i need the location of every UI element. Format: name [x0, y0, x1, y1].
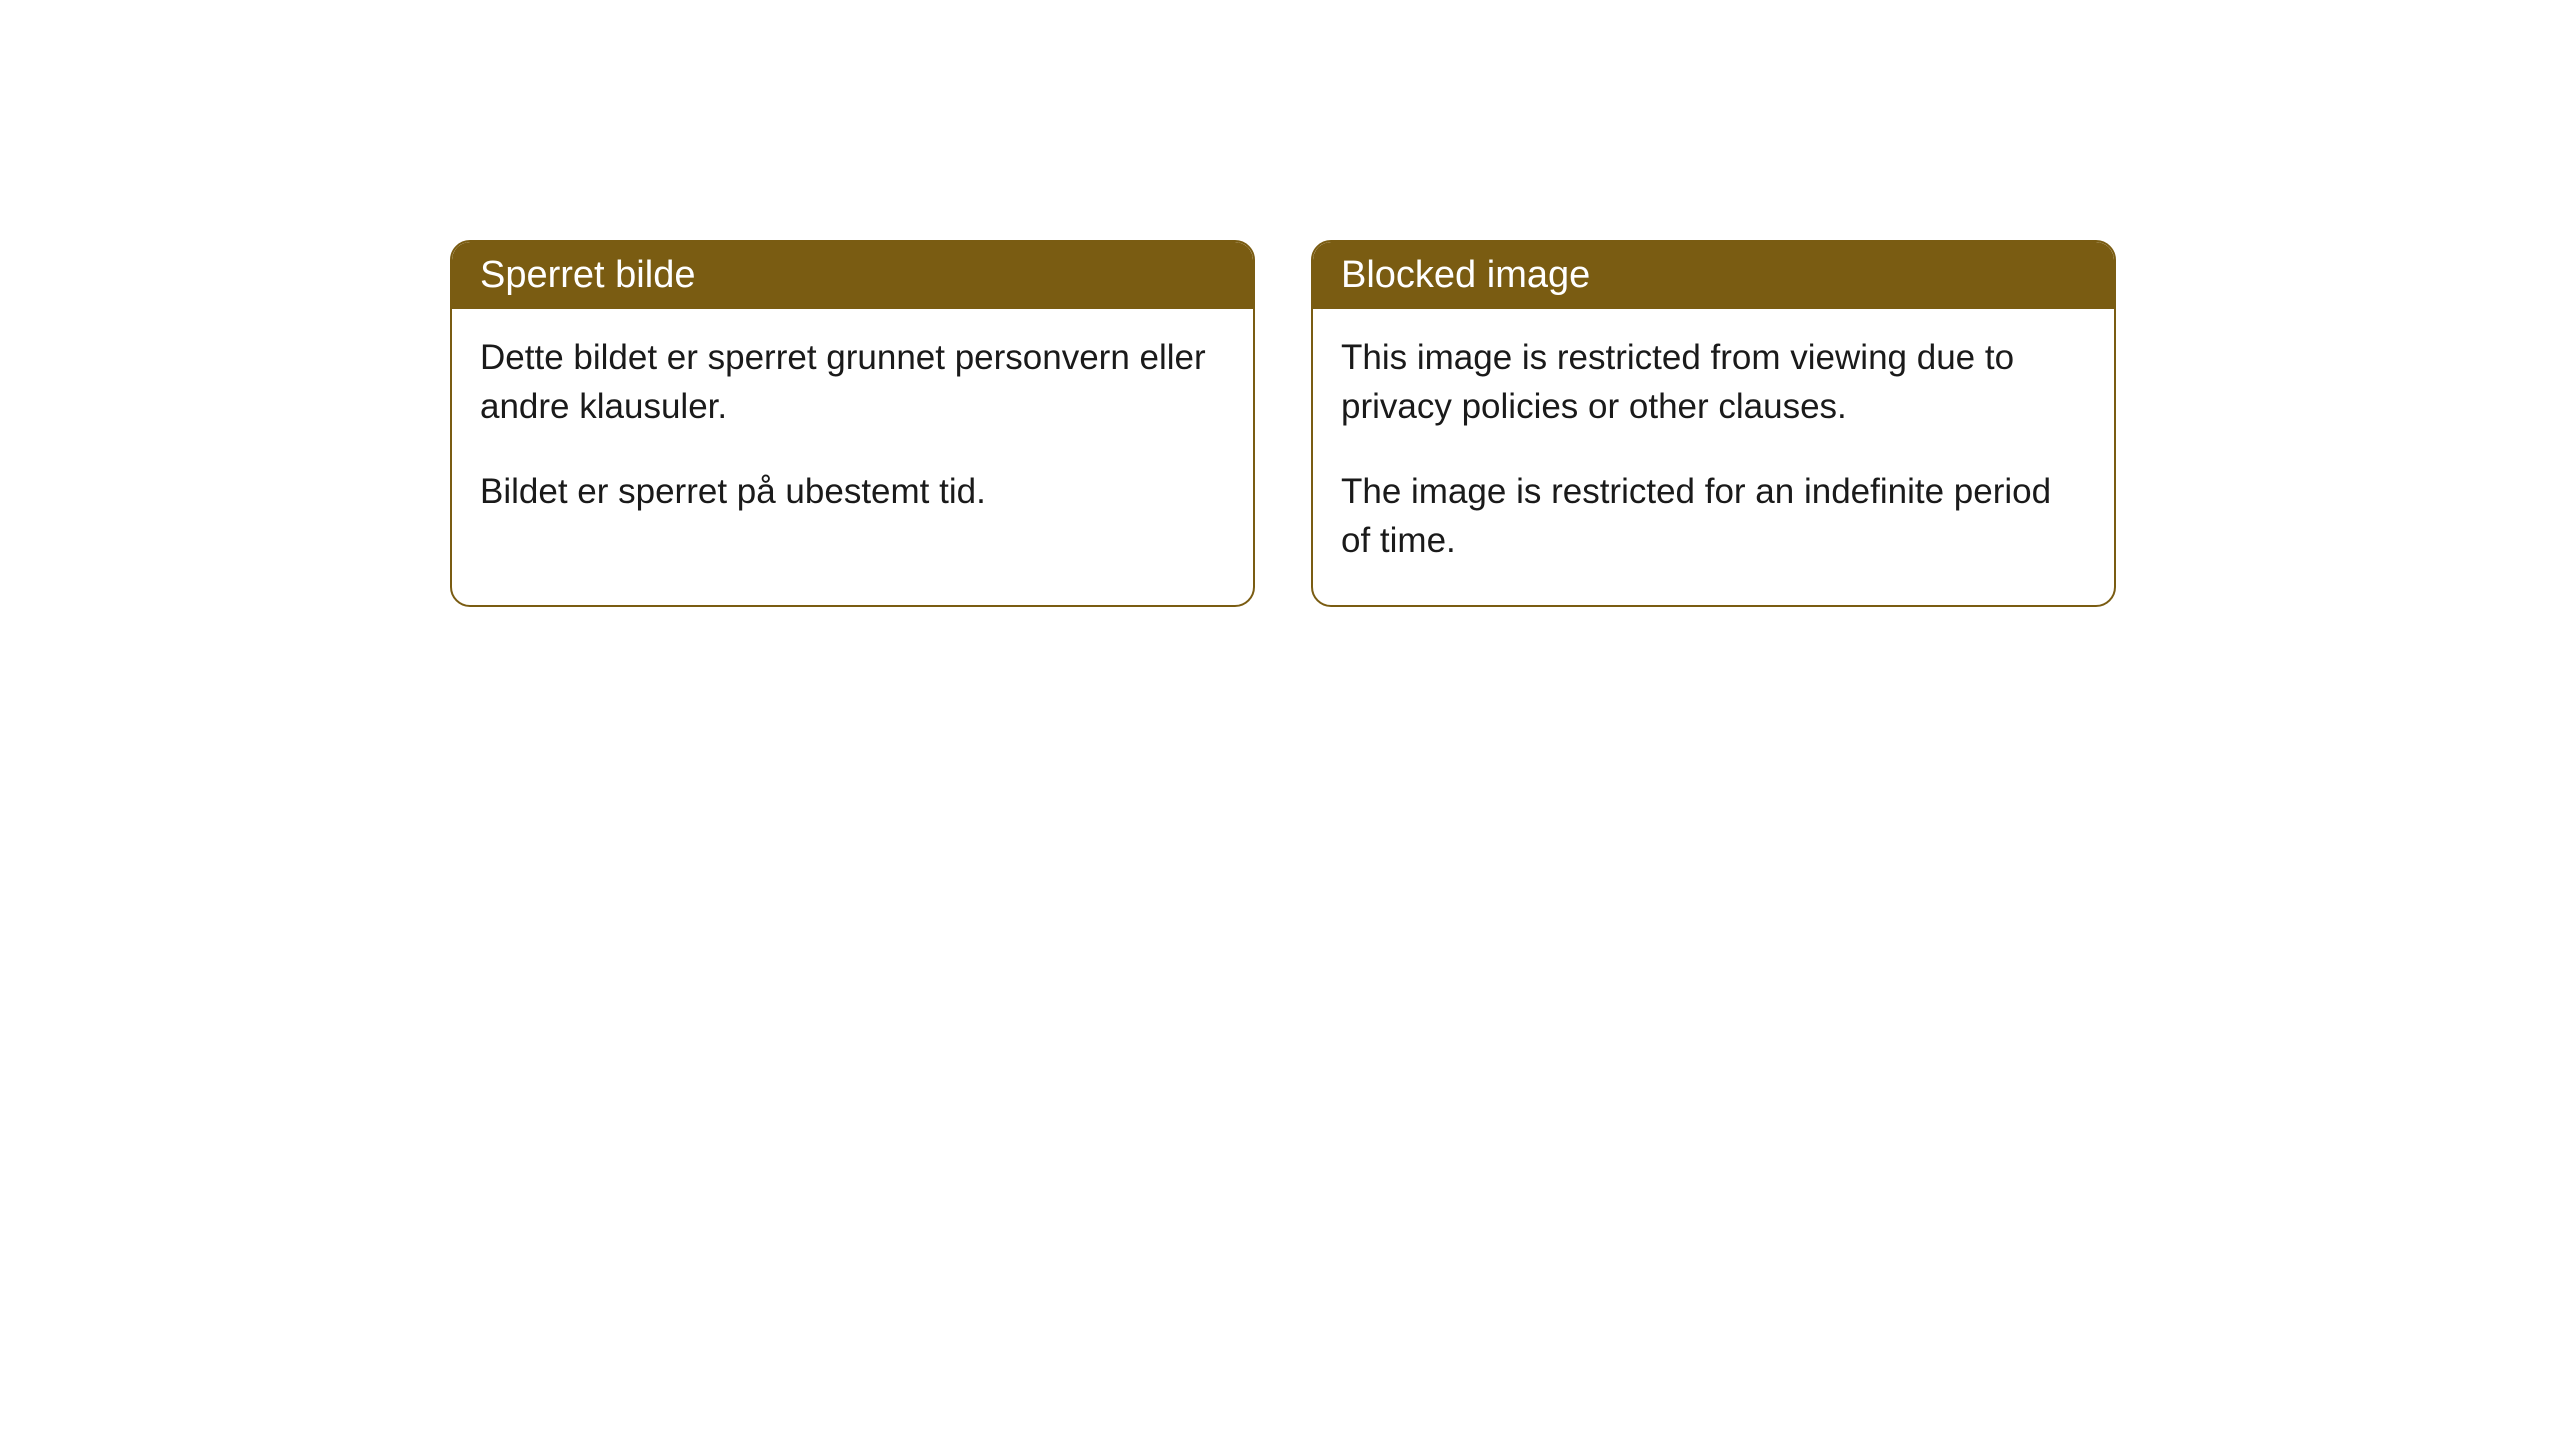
card-paragraph: Bildet er sperret på ubestemt tid. [480, 467, 1225, 516]
card-body: This image is restricted from viewing du… [1313, 309, 2114, 605]
card-title: Blocked image [1341, 254, 1590, 296]
card-paragraph: The image is restricted for an indefinit… [1341, 467, 2086, 565]
notice-card-english: Blocked image This image is restricted f… [1311, 240, 2116, 607]
notice-container: Sperret bilde Dette bildet er sperret gr… [450, 240, 2116, 607]
card-title: Sperret bilde [480, 254, 695, 296]
card-paragraph: This image is restricted from viewing du… [1341, 333, 2086, 431]
card-body: Dette bildet er sperret grunnet personve… [452, 309, 1253, 556]
card-header: Blocked image [1313, 242, 2114, 309]
card-header: Sperret bilde [452, 242, 1253, 309]
card-paragraph: Dette bildet er sperret grunnet personve… [480, 333, 1225, 431]
notice-card-norwegian: Sperret bilde Dette bildet er sperret gr… [450, 240, 1255, 607]
